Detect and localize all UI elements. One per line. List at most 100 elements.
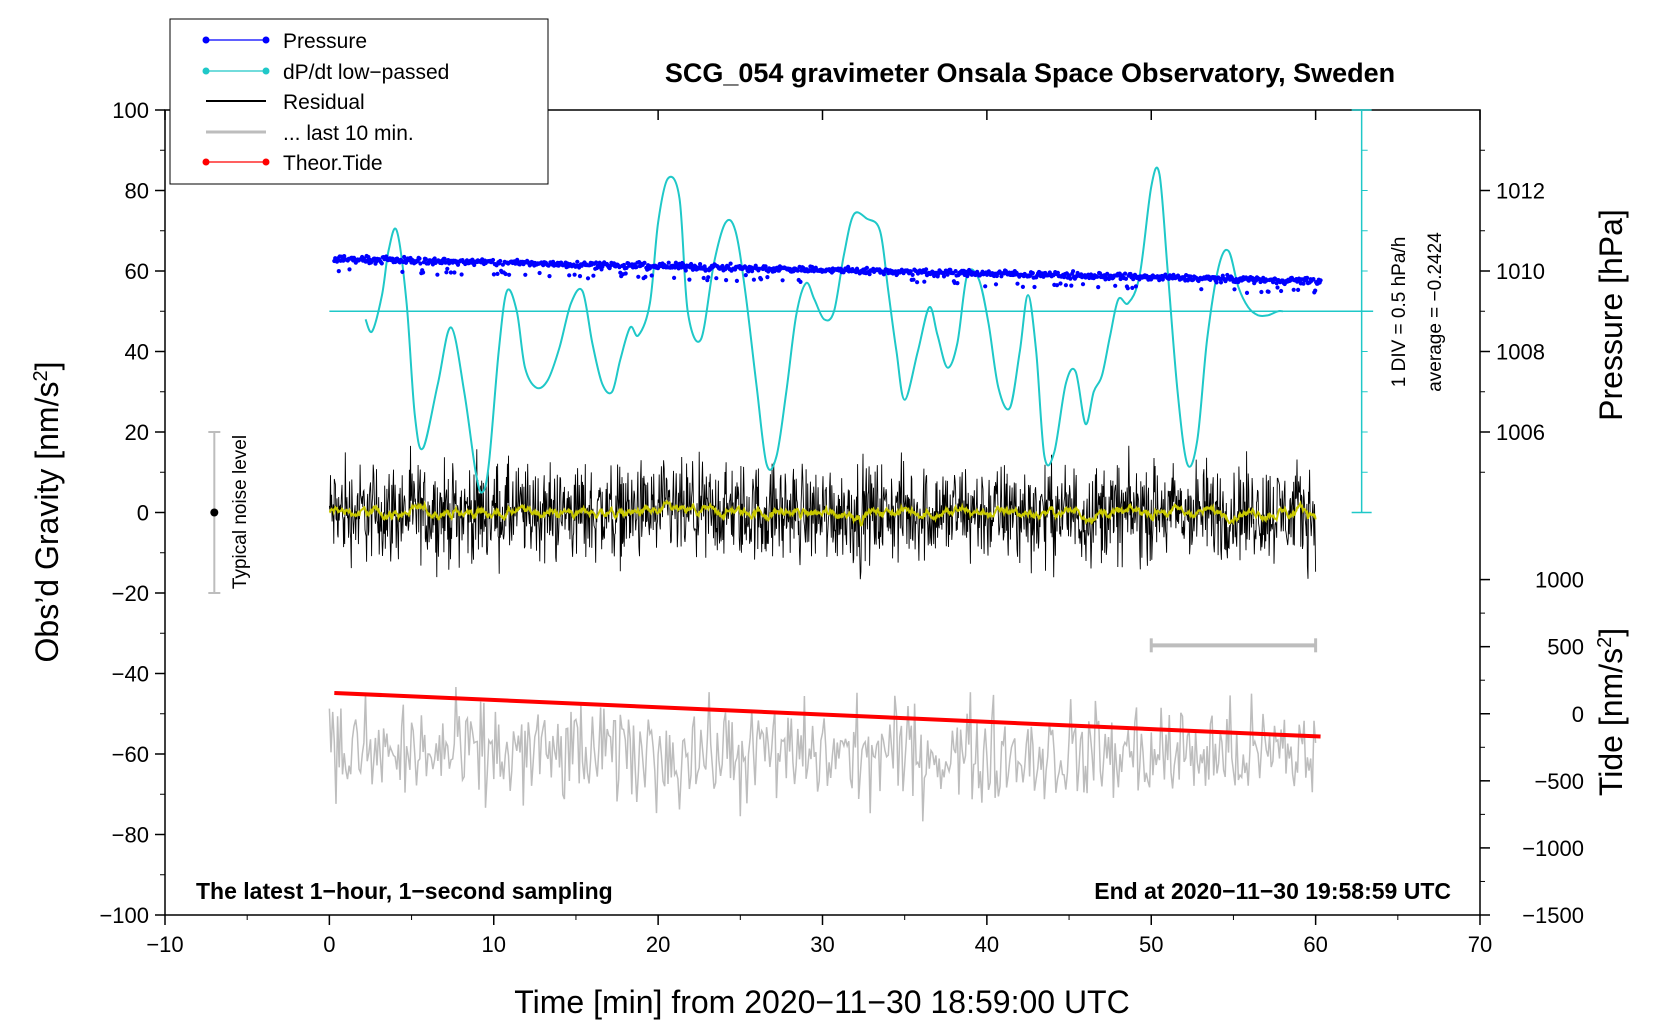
- pressure-point: [472, 262, 477, 268]
- pressure-point: [490, 257, 496, 263]
- pressure-point: [621, 262, 627, 268]
- pressure-point: [379, 261, 384, 266]
- pressure-point: [1259, 289, 1264, 295]
- pressure-point: [402, 254, 407, 260]
- pressure-point: [452, 270, 457, 275]
- pressure-point: [683, 268, 688, 273]
- y-tick-label: −60: [112, 742, 149, 767]
- x-tick-label: 0: [323, 932, 335, 957]
- pressure-point: [577, 274, 583, 279]
- pressure-point: [642, 260, 647, 265]
- pressure-point: [1275, 285, 1280, 290]
- y-tick-label: 80: [125, 179, 149, 204]
- pressure-point: [1232, 287, 1237, 292]
- legend-marker-tide: [262, 158, 270, 166]
- pressure-point: [1218, 280, 1224, 285]
- residual-series-line: [328, 445, 1317, 580]
- pressure-point: [714, 276, 719, 281]
- tide-tick-label: −500: [1534, 769, 1584, 794]
- pressure-point: [666, 260, 671, 265]
- pressure-point: [798, 279, 803, 284]
- pressure-point: [1123, 276, 1129, 281]
- y-axis-label-tide: Tide [nm/s2]: [1593, 628, 1629, 796]
- pressure-point: [443, 260, 448, 265]
- data-series: [328, 166, 1374, 822]
- pressure-point: [423, 257, 428, 262]
- pressure-point: [672, 275, 677, 280]
- pressure-point: [1133, 284, 1138, 289]
- pressure-point: [759, 277, 764, 282]
- x-tick-label: 20: [646, 932, 670, 957]
- pressure-point: [1188, 274, 1193, 279]
- pressure-point: [1214, 280, 1219, 285]
- pressure-point: [734, 278, 740, 283]
- pressure-point: [1130, 285, 1135, 290]
- legend-label-last10: ... last 10 min.: [283, 122, 414, 145]
- x-tick-label: 60: [1303, 932, 1327, 957]
- pressure-point: [445, 266, 450, 271]
- legend-marker-pressure: [262, 36, 270, 44]
- pressure-point: [444, 270, 449, 275]
- scale-div-label: 1 DIV = 0.5 hPa/h: [1389, 237, 1410, 388]
- pressure-point: [1063, 283, 1068, 288]
- x-tick-label: 50: [1139, 932, 1163, 957]
- pressure-point: [1095, 274, 1100, 279]
- x-tick-label: 70: [1468, 932, 1492, 957]
- residual-smoothed-line: [328, 499, 1317, 527]
- pressure-point: [911, 277, 916, 282]
- pressure-point: [1318, 278, 1323, 283]
- pressure-point: [698, 262, 703, 267]
- pressure-point: [623, 271, 628, 276]
- pressure-point: [448, 270, 453, 275]
- pressure-point: [724, 278, 729, 283]
- pressure-point: [336, 269, 341, 274]
- pressure-point: [1123, 271, 1128, 276]
- last10-series-line: [328, 686, 1317, 822]
- pressure-point: [701, 275, 706, 281]
- tide-tick-label: 500: [1547, 635, 1584, 660]
- pressure-point: [421, 270, 426, 275]
- x-tick-label: 10: [482, 932, 506, 957]
- tide-tick-label: 1000: [1535, 568, 1584, 593]
- pressure-point: [1113, 283, 1118, 288]
- legend-label-residual: Residual: [283, 91, 365, 114]
- pressure-point: [743, 273, 748, 278]
- pressure-point: [1054, 283, 1060, 288]
- pressure-point: [763, 264, 768, 269]
- pressure-point: [867, 272, 872, 277]
- pressure-tick-label: 1008: [1496, 340, 1545, 365]
- x-tick-label: 40: [975, 932, 999, 957]
- pressure-point: [347, 267, 352, 272]
- y-axis-label-pressure: Pressure [hPa]: [1593, 209, 1629, 421]
- pressure-point: [723, 267, 728, 272]
- pressure-point: [567, 273, 572, 278]
- legend: Pressure dP/dt low−passed Residual ... l…: [169, 18, 549, 185]
- y-tick-label: −80: [112, 823, 149, 848]
- y-tick-label: −100: [99, 903, 149, 928]
- y-tick-label: −20: [112, 581, 149, 606]
- pressure-point: [1313, 288, 1318, 293]
- pressure-point: [432, 256, 437, 261]
- pressure-point: [503, 271, 508, 277]
- pressure-point: [1071, 269, 1076, 274]
- y-tick-label: 100: [112, 98, 149, 123]
- x-tick-label: 30: [810, 932, 834, 957]
- pressure-point: [491, 272, 496, 277]
- pressure-point: [418, 261, 423, 266]
- pressure-point: [1128, 271, 1133, 277]
- pressure-point: [795, 268, 800, 273]
- pressure-point: [706, 275, 711, 280]
- pressure-point: [846, 264, 851, 269]
- pressure-point: [1068, 276, 1073, 281]
- pressure-point: [334, 259, 340, 264]
- legend-item-last10: ... last 10 min.: [206, 122, 414, 145]
- overlays: [208, 109, 1372, 653]
- legend-item-tide: Theor.Tide: [202, 152, 383, 175]
- pressure-point: [1080, 282, 1086, 287]
- pressure-point: [765, 275, 770, 280]
- pressure-point: [1291, 287, 1296, 292]
- pressure-point: [993, 282, 999, 287]
- legend-marker-tide: [202, 158, 210, 166]
- pressure-tick-label: 1012: [1496, 179, 1545, 204]
- y-axis-label-gravity: Obs’d Gravity [nm/s2]: [29, 362, 65, 663]
